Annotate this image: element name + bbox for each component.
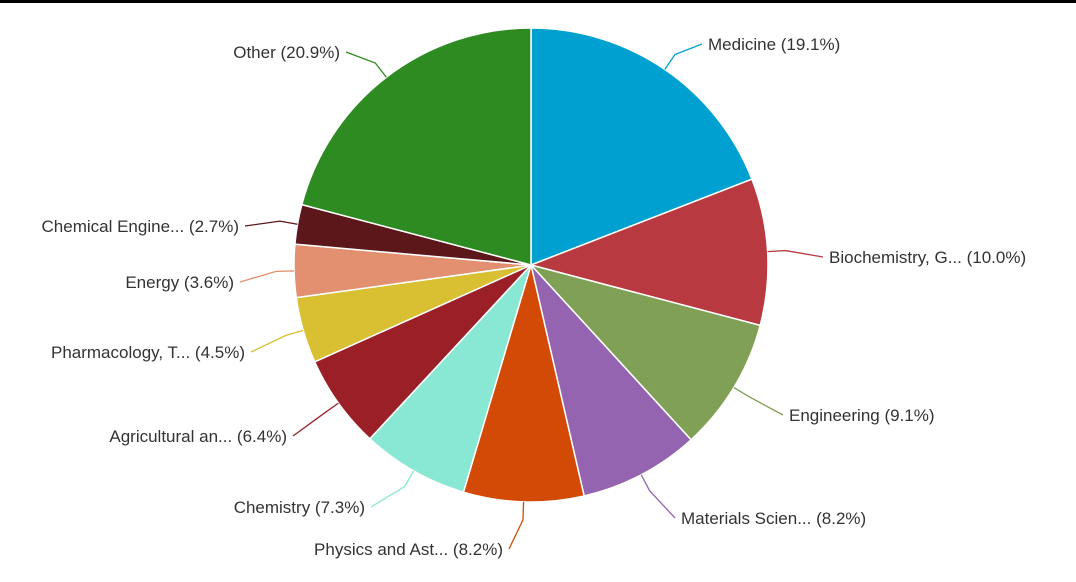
slice-label: Other (20.9%)	[233, 43, 340, 62]
pie-slice	[528, 178, 769, 327]
pie-slice	[368, 264, 532, 494]
slice-label: Chemical Engine... (2.7%)	[42, 217, 239, 236]
slice-label: Engineering (9.1%)	[789, 406, 935, 425]
leader-line	[244, 220, 298, 227]
leader-line	[733, 387, 784, 416]
slice-label: Physics and Ast... (8.2%)	[314, 540, 503, 559]
leader-line	[767, 249, 824, 258]
leader-line	[292, 402, 339, 437]
leader-line	[345, 51, 387, 78]
slice-label: Medicine (19.1%)	[708, 35, 840, 54]
slice-label: Agricultural an... (6.4%)	[109, 427, 287, 446]
pie-slice	[530, 27, 753, 267]
leader-line	[640, 474, 676, 519]
top-border	[0, 0, 1076, 3]
slice-label: Energy (3.6%)	[125, 273, 234, 292]
slice-label: Biochemistry, G... (10.0%)	[829, 248, 1026, 267]
leader-line	[370, 470, 415, 508]
leader-line	[239, 270, 295, 283]
pie-slice	[528, 263, 762, 441]
leader-line	[664, 43, 703, 70]
leader-line	[508, 501, 525, 550]
slice-label: Chemistry (7.3%)	[234, 498, 365, 517]
pie-slice	[300, 27, 532, 266]
slice-label: Materials Scien... (8.2%)	[681, 509, 866, 528]
leader-line	[250, 329, 304, 353]
slice-label: Pharmacology, T... (4.5%)	[51, 343, 245, 362]
